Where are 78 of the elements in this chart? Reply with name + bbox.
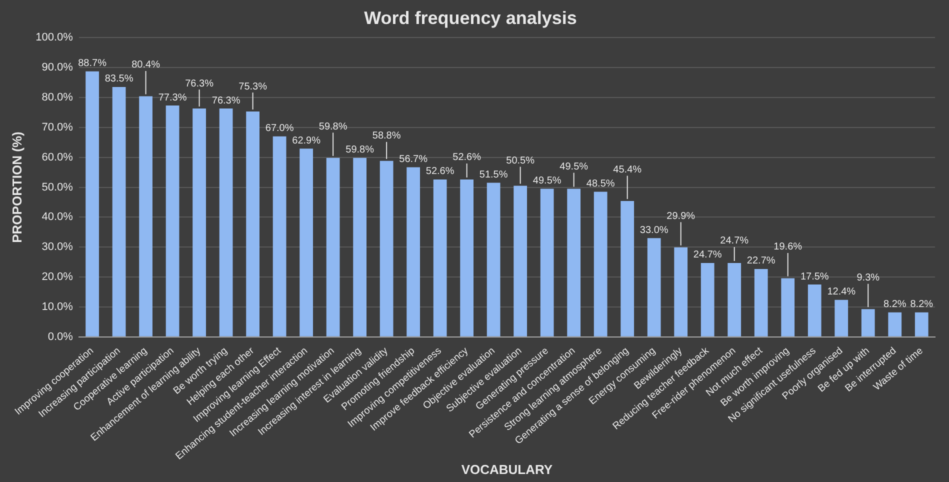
- y-tick-label: 90.0%: [42, 62, 74, 74]
- bar: [728, 263, 742, 336]
- data-label: 76.3%: [212, 95, 240, 106]
- data-label: 59.8%: [318, 121, 348, 132]
- data-label: 52.6%: [426, 166, 454, 178]
- bar: [433, 179, 447, 336]
- data-label: 52.6%: [452, 152, 482, 164]
- bar: [781, 278, 795, 336]
- y-tick-label: 40.0%: [42, 211, 74, 224]
- y-tick-label: 0.0%: [48, 330, 74, 343]
- data-label: 51.5%: [479, 170, 508, 181]
- y-tick-label: 30.0%: [42, 241, 74, 254]
- bar: [620, 201, 634, 336]
- y-tick-label: 10.0%: [42, 301, 74, 314]
- bar: [460, 179, 474, 336]
- data-label: 88.7%: [78, 58, 107, 70]
- bar: [166, 106, 180, 336]
- data-label: 83.5%: [104, 74, 134, 85]
- y-tick-label: 60.0%: [42, 151, 74, 164]
- data-label: 33.0%: [640, 224, 668, 236]
- bar: [567, 188, 581, 336]
- bar: [888, 312, 902, 336]
- x-axis-title: VOCABULARY: [461, 462, 553, 477]
- data-label: 29.9%: [666, 210, 696, 222]
- y-axis-title: PROPORTION (%): [9, 132, 24, 243]
- bar: [139, 96, 152, 336]
- bar: [514, 186, 528, 336]
- bar: [540, 188, 554, 336]
- bar: [353, 158, 366, 336]
- bar: [674, 247, 688, 336]
- bar: [300, 148, 313, 336]
- data-label: 49.5%: [560, 162, 588, 173]
- y-tick-label: 80.0%: [42, 92, 74, 104]
- y-tick-label: 70.0%: [42, 121, 74, 134]
- data-label: 12.4%: [827, 286, 856, 298]
- data-label: 9.3%: [856, 272, 880, 284]
- bar: [647, 238, 661, 336]
- data-label: 58.8%: [372, 130, 401, 142]
- data-label: 50.5%: [506, 156, 535, 167]
- bar: [406, 167, 420, 336]
- bar: [246, 112, 260, 336]
- data-label: 56.7%: [399, 154, 428, 165]
- bar: [272, 136, 286, 336]
- bar: [594, 192, 608, 336]
- bar: [112, 86, 126, 336]
- data-label: 76.3%: [185, 78, 214, 90]
- data-label: 17.5%: [800, 271, 829, 282]
- data-label: 19.6%: [774, 242, 802, 253]
- data-label: 48.5%: [586, 178, 615, 190]
- data-label: 24.7%: [693, 250, 722, 261]
- bar: [219, 108, 233, 336]
- data-label: 24.7%: [720, 236, 749, 247]
- data-label: 8.2%: [883, 299, 906, 310]
- data-label: 62.9%: [292, 135, 321, 146]
- data-label: 67.0%: [265, 123, 294, 134]
- y-tick-label: 50.0%: [42, 181, 74, 194]
- bar: [86, 71, 99, 336]
- chart-title: Word frequency analysis: [364, 8, 577, 28]
- bar: [326, 158, 340, 336]
- data-label: 49.5%: [532, 176, 562, 187]
- bar: [861, 309, 875, 336]
- data-label: 75.3%: [238, 81, 268, 92]
- bar: [700, 263, 714, 336]
- data-label: 80.4%: [132, 60, 160, 71]
- bar: [192, 108, 206, 336]
- data-label: 22.7%: [746, 256, 776, 267]
- data-label: 45.4%: [613, 164, 642, 176]
- bar: [834, 300, 848, 336]
- bar: [808, 284, 822, 336]
- data-label: 8.2%: [910, 299, 934, 310]
- data-label: 59.8%: [346, 144, 374, 156]
- y-tick-label: 100.0%: [36, 32, 74, 44]
- data-label: 77.3%: [158, 92, 187, 104]
- bar: [380, 160, 394, 336]
- bar: [914, 312, 928, 336]
- y-tick-label: 20.0%: [42, 271, 74, 284]
- bar: [754, 268, 768, 336]
- bar: [486, 182, 500, 336]
